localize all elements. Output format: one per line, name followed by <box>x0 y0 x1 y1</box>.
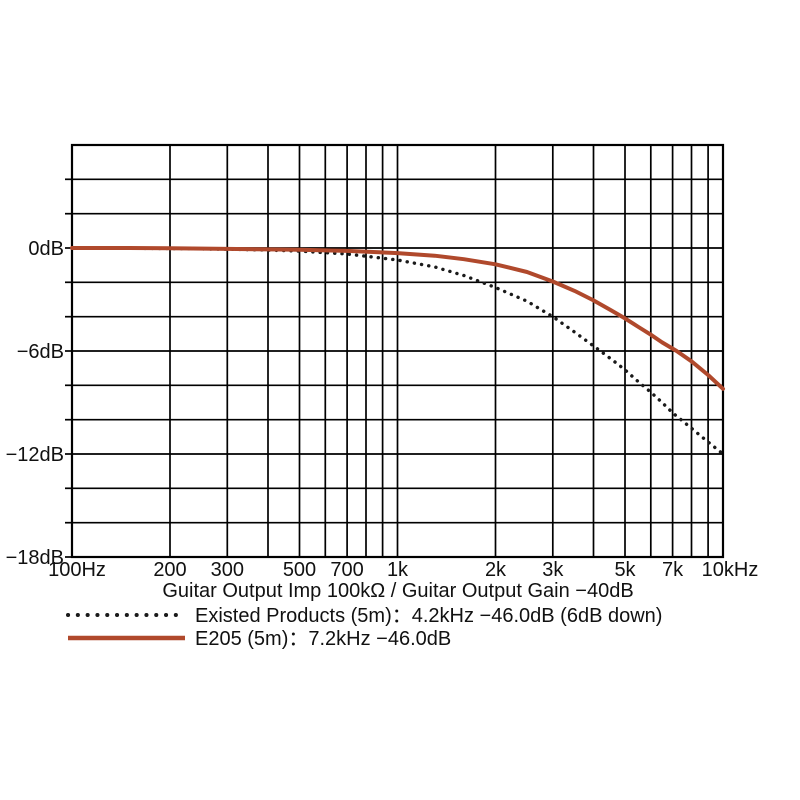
y-tick-label: 0dB <box>28 238 64 260</box>
x-axis-title: Guitar Output Imp 100kΩ / Guitar Output … <box>162 580 633 602</box>
x-tick-label: 5k <box>614 559 636 581</box>
y-tick-label: −12dB <box>6 444 64 466</box>
x-tick-label: 200 <box>153 559 186 581</box>
legend: Existed Products (5m)：4.2kHz −46.0dB (6d… <box>66 605 662 650</box>
plot-border <box>70 143 725 559</box>
x-tick-label: 100Hz <box>48 559 106 581</box>
y-tick-label: −18dB <box>6 547 64 569</box>
x-tick-label: 10kHz <box>702 559 759 581</box>
legend-label-existed-products: Existed Products (5m)：4.2kHz −46.0dB (6d… <box>195 605 662 627</box>
x-tick-label: 500 <box>283 559 316 581</box>
x-tick-label: 3k <box>542 559 564 581</box>
x-tick-label: 700 <box>330 559 363 581</box>
y-tick-label: −6dB <box>17 341 64 363</box>
x-tick-label: 300 <box>211 559 244 581</box>
x-tick-label: 2k <box>485 559 507 581</box>
legend-label-e205: E205 (5m)：7.2kHz −46.0dB <box>195 628 451 650</box>
curve-e205 <box>70 246 725 391</box>
x-tick-label: 7k <box>662 559 684 581</box>
x-tick-label: 1k <box>387 559 409 581</box>
